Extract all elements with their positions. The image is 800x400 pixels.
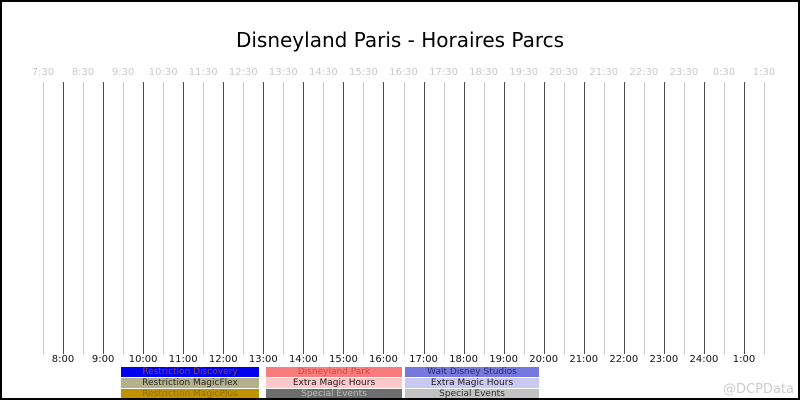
x-tick-top: 20:30 (549, 67, 579, 78)
half-hour-gridline (363, 82, 365, 354)
hour-gridline (343, 82, 345, 354)
hour-gridline (383, 82, 385, 354)
hour-gridline (463, 82, 465, 354)
half-hour-gridline (764, 82, 765, 354)
x-tick-top: 16:30 (389, 67, 418, 78)
x-tick-bottom: 14:00 (288, 354, 318, 365)
half-hour-gridline (203, 82, 205, 354)
x-tick-top: 7:30 (31, 67, 55, 78)
x-tick-bottom: 1:00 (732, 354, 756, 365)
x-tick-bottom: 13:00 (248, 354, 278, 365)
half-hour-gridline (403, 82, 405, 354)
hour-gridline (663, 82, 665, 354)
hour-gridline (703, 82, 705, 354)
hour-gridline (423, 82, 425, 354)
hour-gridline (623, 82, 625, 354)
x-tick-top: 15:30 (349, 67, 378, 78)
hour-gridline (103, 82, 105, 354)
legend-item: Extra Magic Hours (405, 378, 539, 388)
x-tick-top: 13:30 (268, 67, 298, 78)
legend-item: Restriction MagicFlex (121, 378, 259, 388)
x-tick-top: 9:30 (111, 67, 135, 78)
x-tick-bottom: 21:00 (569, 354, 599, 365)
half-hour-gridline (123, 82, 125, 354)
hour-gridline (503, 82, 505, 354)
x-tick-top: 12:30 (228, 67, 258, 78)
half-hour-gridline (683, 82, 685, 354)
half-hour-gridline (563, 82, 565, 354)
legend-item: Special Events (405, 389, 539, 398)
hour-gridline (583, 82, 585, 354)
legend-item: Restriction Discovery (121, 367, 259, 377)
legend-item: Extra Magic Hours (266, 378, 402, 388)
x-tick-top: 21:30 (589, 67, 619, 78)
legend-item: Special Events (266, 389, 402, 398)
half-hour-gridline (43, 82, 44, 354)
x-tick-bottom: 19:00 (489, 354, 519, 365)
x-tick-top: 0:30 (712, 67, 736, 78)
hour-gridline (543, 82, 545, 354)
x-tick-bottom: 20:00 (529, 354, 559, 365)
x-tick-bottom: 11:00 (168, 354, 198, 365)
hour-gridline (743, 82, 745, 354)
x-tick-bottom: 16:00 (369, 354, 398, 365)
x-tick-bottom: 15:00 (328, 354, 358, 365)
x-tick-top: 11:30 (188, 67, 218, 78)
x-tick-top: 14:30 (308, 67, 338, 78)
half-hour-gridline (483, 82, 485, 354)
x-tick-bottom: 10:00 (128, 354, 158, 365)
half-hour-gridline (163, 82, 165, 354)
x-tick-top: 10:30 (148, 67, 178, 78)
x-tick-bottom: 9:00 (91, 354, 115, 365)
half-hour-gridline (323, 82, 325, 354)
x-tick-bottom: 24:00 (689, 354, 719, 365)
x-tick-bottom: 22:00 (609, 354, 639, 365)
x-tick-top: 18:30 (469, 67, 499, 78)
x-tick-bottom: 12:00 (208, 354, 238, 365)
x-tick-top: 23:30 (669, 67, 699, 78)
x-tick-top: 19:30 (509, 67, 539, 78)
half-hour-gridline (603, 82, 605, 354)
x-tick-top: 1:30 (752, 67, 776, 78)
x-tick-top: 17:30 (429, 67, 458, 78)
x-tick-bottom: 18:00 (449, 354, 478, 365)
x-tick-bottom: 23:00 (649, 354, 679, 365)
x-tick-bottom: 17:00 (409, 354, 438, 365)
half-hour-gridline (723, 82, 725, 354)
half-hour-gridline (443, 82, 445, 354)
half-hour-gridline (243, 82, 245, 354)
hour-gridline (143, 82, 145, 354)
x-tick-top: 8:30 (71, 67, 95, 78)
hour-gridline (303, 82, 305, 354)
half-hour-gridline (83, 82, 85, 354)
legend-item: Disneyland Park (266, 367, 402, 377)
legend-item: Walt Disney Studios (405, 367, 539, 377)
half-hour-gridline (523, 82, 525, 354)
legend-item: Restriction MagicPlus (121, 389, 259, 398)
chart-title: Disneyland Paris - Horaires Parcs (235, 28, 565, 52)
watermark: @DCPData (723, 382, 794, 397)
x-tick-bottom: 8:00 (51, 354, 75, 365)
x-tick-top: 22:30 (629, 67, 659, 78)
hour-gridline (63, 82, 65, 354)
half-hour-gridline (643, 82, 645, 354)
hour-gridline (263, 82, 265, 354)
hour-gridline (223, 82, 225, 354)
half-hour-gridline (283, 82, 285, 354)
hour-gridline (183, 82, 185, 354)
